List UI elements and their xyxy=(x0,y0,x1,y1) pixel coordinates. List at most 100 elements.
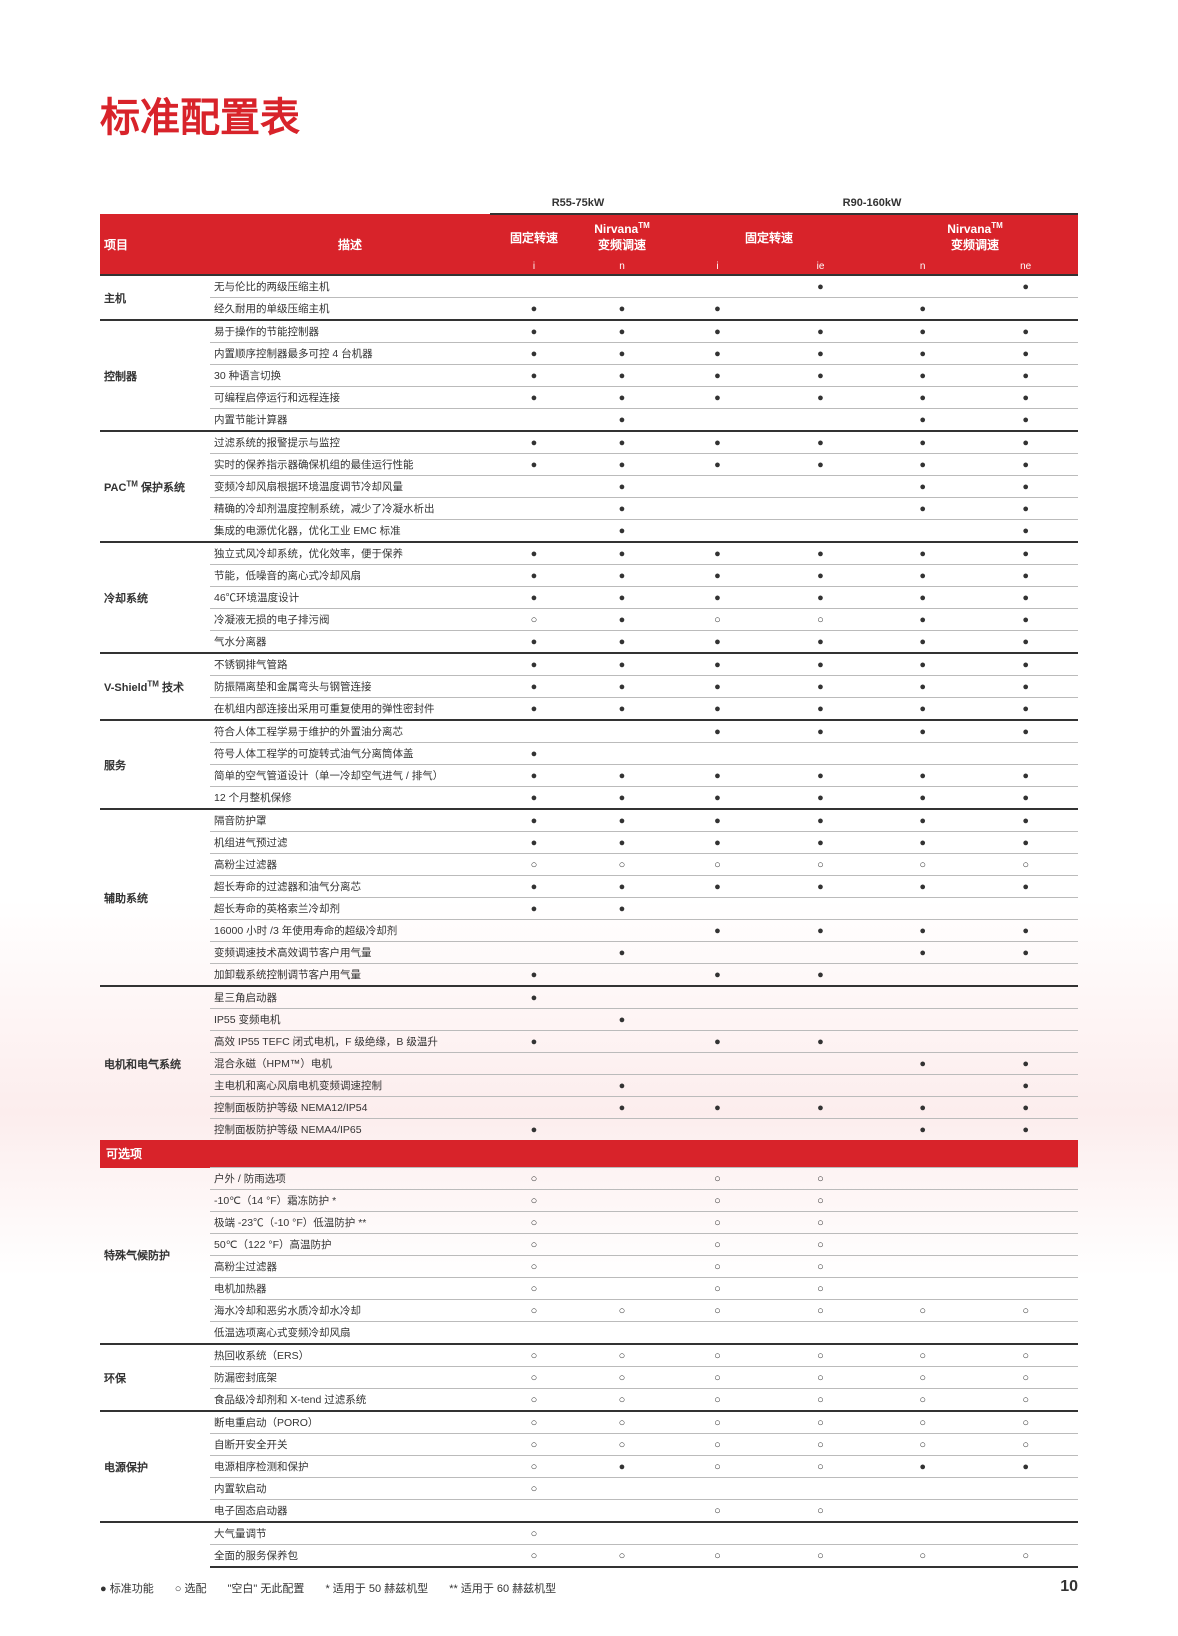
col-nirvana-2: NirvanaTM变频调速 xyxy=(872,214,1078,259)
category-label: 冷却系统 xyxy=(100,542,210,653)
cell: ○ xyxy=(769,1168,872,1190)
cell: ○ xyxy=(973,1344,1078,1367)
cell: ● xyxy=(973,1053,1078,1075)
cell: ● xyxy=(578,565,666,587)
cell xyxy=(872,1212,973,1234)
cell: ● xyxy=(490,298,578,321)
cell xyxy=(666,942,769,964)
cell: ● xyxy=(973,542,1078,565)
cell: ○ xyxy=(666,1389,769,1412)
cell: ● xyxy=(872,387,973,409)
cell: ● xyxy=(666,832,769,854)
cell: ● xyxy=(578,631,666,654)
cell xyxy=(973,1190,1078,1212)
cell: ● xyxy=(769,653,872,676)
cell: ○ xyxy=(769,1367,872,1389)
cell: ● xyxy=(872,587,973,609)
cell xyxy=(666,520,769,543)
cell xyxy=(490,275,578,298)
cell: ○ xyxy=(769,1300,872,1322)
row-desc: 防漏密封底架 xyxy=(210,1367,490,1389)
cell xyxy=(578,1168,666,1190)
cell: ● xyxy=(490,986,578,1009)
cell: ○ xyxy=(490,1190,578,1212)
row-desc: 热回收系统（ERS） xyxy=(210,1344,490,1367)
cell: ○ xyxy=(666,609,769,631)
cell: ● xyxy=(973,876,1078,898)
cell xyxy=(490,1500,578,1523)
cell: ● xyxy=(769,920,872,942)
cell: ○ xyxy=(769,1456,872,1478)
cell xyxy=(973,1256,1078,1278)
cell xyxy=(490,1075,578,1097)
cell: ● xyxy=(490,454,578,476)
cell: ● xyxy=(973,942,1078,964)
cell xyxy=(578,1278,666,1300)
cell: ○ xyxy=(666,1212,769,1234)
cell: ● xyxy=(872,832,973,854)
row-desc: 符号人体工程学的可旋转式油气分离筒体盖 xyxy=(210,743,490,765)
cell: ● xyxy=(666,920,769,942)
cell xyxy=(490,409,578,432)
cell xyxy=(490,1053,578,1075)
cell: ○ xyxy=(666,1256,769,1278)
cell: ○ xyxy=(769,1278,872,1300)
cell: ● xyxy=(578,942,666,964)
cell: ● xyxy=(578,542,666,565)
row-desc: 混合永磁（HPM™）电机 xyxy=(210,1053,490,1075)
cell: ○ xyxy=(490,1212,578,1234)
cell: ● xyxy=(872,631,973,654)
cell: ● xyxy=(872,653,973,676)
cell: ● xyxy=(973,1097,1078,1119)
row-desc: 气水分离器 xyxy=(210,631,490,654)
cell xyxy=(872,964,973,987)
cell xyxy=(578,720,666,743)
cell: ● xyxy=(490,431,578,454)
cell xyxy=(973,898,1078,920)
cell xyxy=(973,1322,1078,1345)
row-desc: 符合人体工程学易于维护的外置油分离芯 xyxy=(210,720,490,743)
cell: ○ xyxy=(973,1411,1078,1434)
legend-note2: ** 适用于 60 赫兹机型 xyxy=(449,1583,556,1595)
cell xyxy=(769,986,872,1009)
cell: ○ xyxy=(769,1434,872,1456)
cell: ○ xyxy=(578,1300,666,1322)
cell: ● xyxy=(666,809,769,832)
cell: ● xyxy=(973,387,1078,409)
subcol: n xyxy=(872,259,973,275)
subcol: i xyxy=(490,259,578,275)
cell: ● xyxy=(490,1119,578,1141)
cell: ○ xyxy=(490,1367,578,1389)
row-desc: 极端 -23℃（-10 °F）低温防护 ** xyxy=(210,1212,490,1234)
cell: ○ xyxy=(578,1389,666,1412)
cell: ● xyxy=(973,832,1078,854)
cell: ○ xyxy=(578,1344,666,1367)
cell xyxy=(666,743,769,765)
row-desc: 内置节能计算器 xyxy=(210,409,490,432)
row-desc: 隔音防护罩 xyxy=(210,809,490,832)
cell xyxy=(769,1322,872,1345)
cell xyxy=(872,1278,973,1300)
cell: ● xyxy=(973,409,1078,432)
cell: ○ xyxy=(973,1389,1078,1412)
cell: ● xyxy=(769,1097,872,1119)
cell xyxy=(872,1168,973,1190)
cell: ○ xyxy=(578,1434,666,1456)
cell xyxy=(578,986,666,1009)
cell: ● xyxy=(490,542,578,565)
cell: ● xyxy=(490,343,578,365)
cell: ● xyxy=(666,542,769,565)
cell: ● xyxy=(666,787,769,810)
cell xyxy=(872,1009,973,1031)
cell xyxy=(578,1234,666,1256)
cell: ○ xyxy=(578,1367,666,1389)
cell xyxy=(769,1009,872,1031)
cell: ○ xyxy=(872,1389,973,1412)
cell xyxy=(769,476,872,498)
cell: ● xyxy=(578,520,666,543)
cell: ● xyxy=(872,942,973,964)
cell: ● xyxy=(490,964,578,987)
cell: ● xyxy=(973,609,1078,631)
cell xyxy=(769,1075,872,1097)
cell: ● xyxy=(666,1031,769,1053)
